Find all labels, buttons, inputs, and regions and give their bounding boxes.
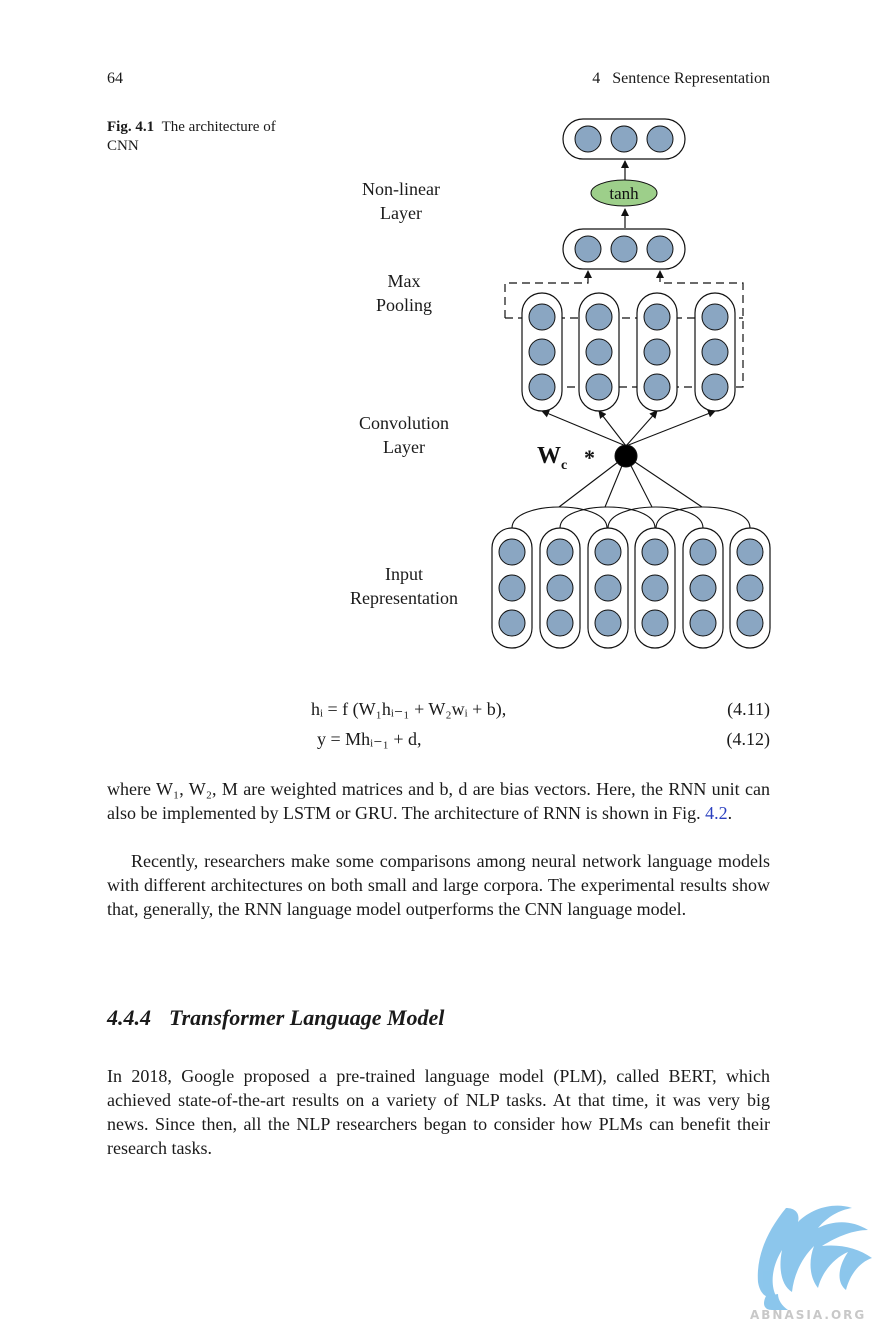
convolution-operator: * [584,445,595,470]
conv-feature-node [643,338,671,366]
window-arc [559,506,656,529]
figure-label: Fig. 4.1 [107,119,155,135]
input-word-node [689,574,717,602]
window-arc [511,506,608,529]
output-layer [562,118,686,160]
window-arc [607,506,704,529]
nonlinear-label-line1: Non-linear [362,179,440,199]
input-word-node [594,538,622,566]
input-word-node [546,609,574,637]
maxpool-layer-label: Max Pooling [324,269,484,317]
pooled-node [610,235,638,263]
pooled-layer [562,228,686,270]
figure-caption: Fig. 4.1 The architecture of CNN [107,118,307,156]
conv-feature-node [643,303,671,331]
figure-caption-text: The architecture of CNN [107,119,276,154]
conv-feature-node [585,338,613,366]
section-heading: 4.4.4 Transformer Language Model [107,1005,444,1031]
conv-feature-node [701,338,729,366]
conv-arrow [598,410,627,447]
input-word-node [498,574,526,602]
equation-4-12-number: (4.12) [726,729,771,749]
conv-feature-node [528,373,556,401]
conv-feature-node [528,303,556,331]
maxpool-window-upper-outline [504,270,592,318]
input-word-node [498,538,526,566]
page-number: 64 [107,70,123,87]
conv-arrow [541,410,627,447]
input-word-node [594,574,622,602]
paragraph-1-end: . [727,803,733,823]
input-word-node [641,538,669,566]
section-number: 4.4.4 [107,1005,151,1030]
nonlinear-label-line2: Layer [380,203,422,223]
input-word-node [689,609,717,637]
figure-4-2-link[interactable]: 4.2 [705,803,728,823]
weight-label: Wc [537,443,567,473]
conv-feature-node [585,373,613,401]
paragraph-2: Recently, researchers make some comparis… [107,849,770,921]
conv-feature-node [701,373,729,401]
paragraph-1-text: where W₁, W₂, M are weighted matrices an… [107,779,770,823]
input-word-node [641,574,669,602]
section-title: Transformer Language Model [169,1005,445,1030]
input-word-node [736,538,764,566]
window-line [625,455,703,508]
conv-feature-node [585,303,613,331]
equation-4-12-body: y = Mhᵢ₋₁ + d, [317,729,422,749]
equation-4-11-number: (4.11) [727,699,770,719]
input-word-node [498,609,526,637]
window-line [558,455,627,508]
window-arc [655,506,751,529]
conv-label-line1: Convolution [358,413,449,433]
input-label-line1: Input [385,564,423,584]
conv-layer-label: Convolution Layer [324,411,484,459]
tanh-label: tanh [609,184,639,203]
nonlinear-layer-label: Non-linear Layer [321,177,481,225]
input-word-node [736,574,764,602]
input-representation [491,527,771,649]
equation-4-11: hᵢ = f (W₁hᵢ₋₁ + W₂wᵢ + b), (4.11) [0,699,879,725]
tanh-activation [590,179,658,207]
conv-arrow [625,409,716,447]
input-word-node [546,574,574,602]
input-label-line2: Representation [350,588,458,608]
input-word-node [736,609,764,637]
paragraph-3: In 2018, Google proposed a pre-trained l… [107,1064,770,1160]
input-word-node [594,609,622,637]
paragraph-2-text: Recently, researchers make some comparis… [107,851,770,919]
watermark-text: ABNASIA.ORG [750,1308,866,1322]
paragraph-3-text: In 2018, Google proposed a pre-trained l… [107,1066,770,1158]
equation-4-11-body: hᵢ = f (W₁hᵢ₋₁ + W₂wᵢ + b), [311,699,507,719]
conv-arrow [625,410,658,447]
input-layer-label: Input Representation [324,562,484,610]
pooled-node [646,235,674,263]
convolution-node [614,444,638,468]
paragraph-1: where W₁, W₂, M are weighted matrices an… [107,777,770,825]
cnn-architecture-diagram: tanh Wc * [491,118,771,649]
equation-4-12: y = Mhᵢ₋₁ + d, (4.12) [0,729,879,755]
maxpool-label-line2: Pooling [375,295,432,315]
conv-label-line2: Layer [383,437,425,457]
output-node [574,125,602,153]
output-node [610,125,638,153]
input-word-node [689,538,717,566]
chapter-title: 4 Sentence Representation [592,70,770,87]
conv-feature-node [643,373,671,401]
input-word-node [641,609,669,637]
input-word-node [546,538,574,566]
watermark-logo: ABNASIA.ORG [750,1205,872,1322]
conv-feature-node [701,303,729,331]
conv-feature-node [528,338,556,366]
maxpool-label-line1: Max [387,271,421,291]
pooled-node [574,235,602,263]
conv-feature-maps [521,292,736,412]
output-node [646,125,674,153]
